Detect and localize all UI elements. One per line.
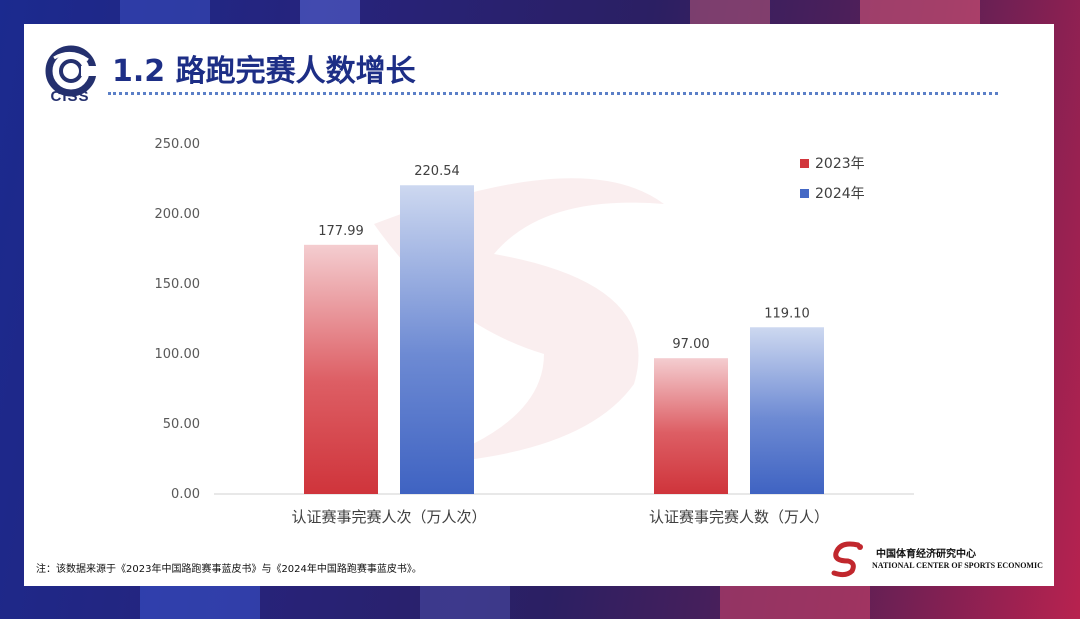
legend-label: 2024年 [815, 186, 865, 202]
decor-stripe [720, 586, 870, 619]
decor-stripe [690, 0, 770, 24]
decor-stripe [140, 586, 260, 619]
decor-stripe [120, 0, 210, 24]
y-tick-label: 100.00 [155, 347, 201, 362]
footnote: 注：该数据来源于《2023年中国路跑赛事蓝皮书》与《2024年中国路跑赛事蓝皮书… [36, 564, 422, 575]
bar-chart: 0.00 50.00 100.00 150.00 200.00 250.00 177.99… [155, 137, 914, 526]
y-tick-label: 150.00 [155, 277, 201, 292]
bar-2023 [654, 358, 728, 494]
decor-stripe [300, 0, 360, 24]
org-badge: 中国体育经济研究中心 NATIONAL CENTER OF SPORTS ECO… [824, 539, 1049, 584]
sports-center-logo-icon [831, 541, 863, 578]
y-tick-label: 200.00 [155, 207, 201, 222]
ciss-logo-icon [45, 45, 97, 97]
data-label: 119.10 [764, 306, 810, 321]
decor-stripe [420, 586, 510, 619]
y-axis: 0.00 50.00 100.00 150.00 200.00 250.00 [155, 137, 201, 502]
x-axis: 认证赛事完赛人次（万人次） 认证赛事完赛人数（万人） [291, 508, 829, 526]
bar-2024 [400, 185, 474, 494]
logo-text: CISS [50, 88, 90, 105]
org-name-en: NATIONAL CENTER OF SPORTS ECONOMIC [872, 561, 1043, 570]
legend-swatch [800, 159, 809, 168]
value-labels: 177.99 220.54 97.00 119.10 [318, 164, 810, 352]
bar-2024 [750, 327, 824, 494]
page-title: 1.2 路跑完赛人数增长 [112, 54, 416, 89]
data-label: 177.99 [318, 224, 364, 239]
decor-stripe [860, 0, 980, 24]
title-divider [108, 92, 998, 95]
legend-swatch [800, 189, 809, 198]
legend: 2023年 2024年 [800, 156, 865, 202]
legend-label: 2023年 [815, 156, 865, 172]
y-tick-label: 50.00 [163, 417, 200, 432]
y-tick-label: 0.00 [171, 487, 200, 502]
data-label: 97.00 [672, 337, 709, 352]
bar-2023 [304, 244, 378, 494]
x-tick-label: 认证赛事完赛人数（万人） [649, 508, 829, 526]
x-tick-label: 认证赛事完赛人次（万人次） [291, 508, 486, 526]
org-name-cn: 中国体育经济研究中心 [876, 549, 976, 560]
slide-content: CISS 1.2 路跑完赛人数增长 0.00 50.00 100.00 150.00 2… [24, 24, 1054, 586]
data-label: 220.54 [414, 164, 460, 179]
y-tick-label: 250.00 [155, 137, 201, 152]
bars [304, 185, 824, 494]
